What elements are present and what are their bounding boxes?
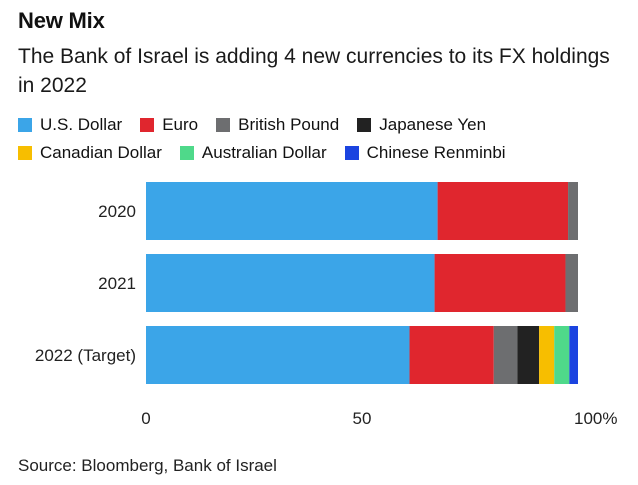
bar-segment-2020-euro: [437, 182, 569, 240]
category-label-2020: 2020: [98, 202, 136, 221]
category-label-2022-target: 2022 (Target): [35, 346, 136, 365]
legend-label: Japanese Yen: [379, 115, 487, 134]
x-tick-label: 100%: [574, 409, 617, 428]
legend-swatch: [140, 118, 155, 132]
stacked-bar-chart: 2020 2021 2022 (Target) 0 50 100%: [35, 182, 617, 428]
legend-item-u-s-dollar: U.S. Dollar: [18, 114, 122, 136]
legend-swatch: [357, 118, 372, 132]
legend-label: British Pound: [238, 115, 340, 134]
bar-segment-2022-target-canadian-dollar: [539, 326, 555, 384]
category-label-2021: 2021: [98, 274, 136, 293]
bar-segment-2022-target-japanese-yen: [517, 326, 540, 384]
legend-item-japanese-yen: Japanese Yen: [357, 114, 486, 136]
bar-segment-2021-u-s-dollar: [146, 254, 435, 312]
bar-segment-2022-target-australian-dollar: [554, 326, 570, 384]
bar-segment-2022-target-euro: [409, 326, 494, 384]
bar-segment-2020-british-pound: [568, 182, 578, 240]
legend-swatch: [18, 146, 32, 160]
bar-segment-2020-u-s-dollar: [146, 182, 438, 240]
bar-segment-2021-british-pound: [565, 254, 578, 312]
legend-row: U.S. Dollar Euro British Pound Japanese Yen: [18, 114, 628, 136]
source-note: Source: Bloomberg, Bank of Israel: [18, 456, 277, 475]
legend-label: Euro: [162, 115, 199, 134]
legend-label: Canadian Dollar: [40, 143, 162, 162]
bar-segment-2022-target-british-pound: [493, 326, 518, 384]
legend-item-british-pound: British Pound: [216, 114, 339, 136]
legend-swatch: [216, 118, 231, 132]
chart-title: New Mix: [18, 8, 105, 33]
bar-segment-2021-euro: [434, 254, 566, 312]
legend-item-euro: Euro: [140, 114, 198, 136]
chart-legend: U.S. Dollar Euro British Pound Japanese Yen…: [18, 114, 628, 170]
x-tick-label: 50: [353, 409, 372, 428]
legend-item-canadian-dollar: Canadian Dollar: [18, 142, 162, 164]
legend-label: Australian Dollar: [201, 143, 327, 162]
bar-segment-2022-target-chinese-renminbi: [569, 326, 578, 384]
legend-item-chinese-renminbi: Chinese Renminbi: [344, 142, 506, 164]
legend-item-australian-dollar: Australian Dollar: [179, 142, 327, 164]
x-tick-label: 0: [141, 409, 150, 428]
legend-swatch: [179, 146, 194, 160]
legend-label: Chinese Renminbi: [366, 143, 506, 162]
legend-swatch: [344, 146, 359, 160]
bar-segment-2022-target-u-s-dollar: [146, 326, 410, 384]
legend-row: Canadian Dollar Australian Dollar Chinese …: [18, 142, 628, 164]
legend-label: U.S. Dollar: [40, 115, 123, 134]
chart-subtitle: The Bank of Israel is adding 4 new curre…: [18, 45, 610, 97]
legend-swatch: [18, 118, 32, 132]
